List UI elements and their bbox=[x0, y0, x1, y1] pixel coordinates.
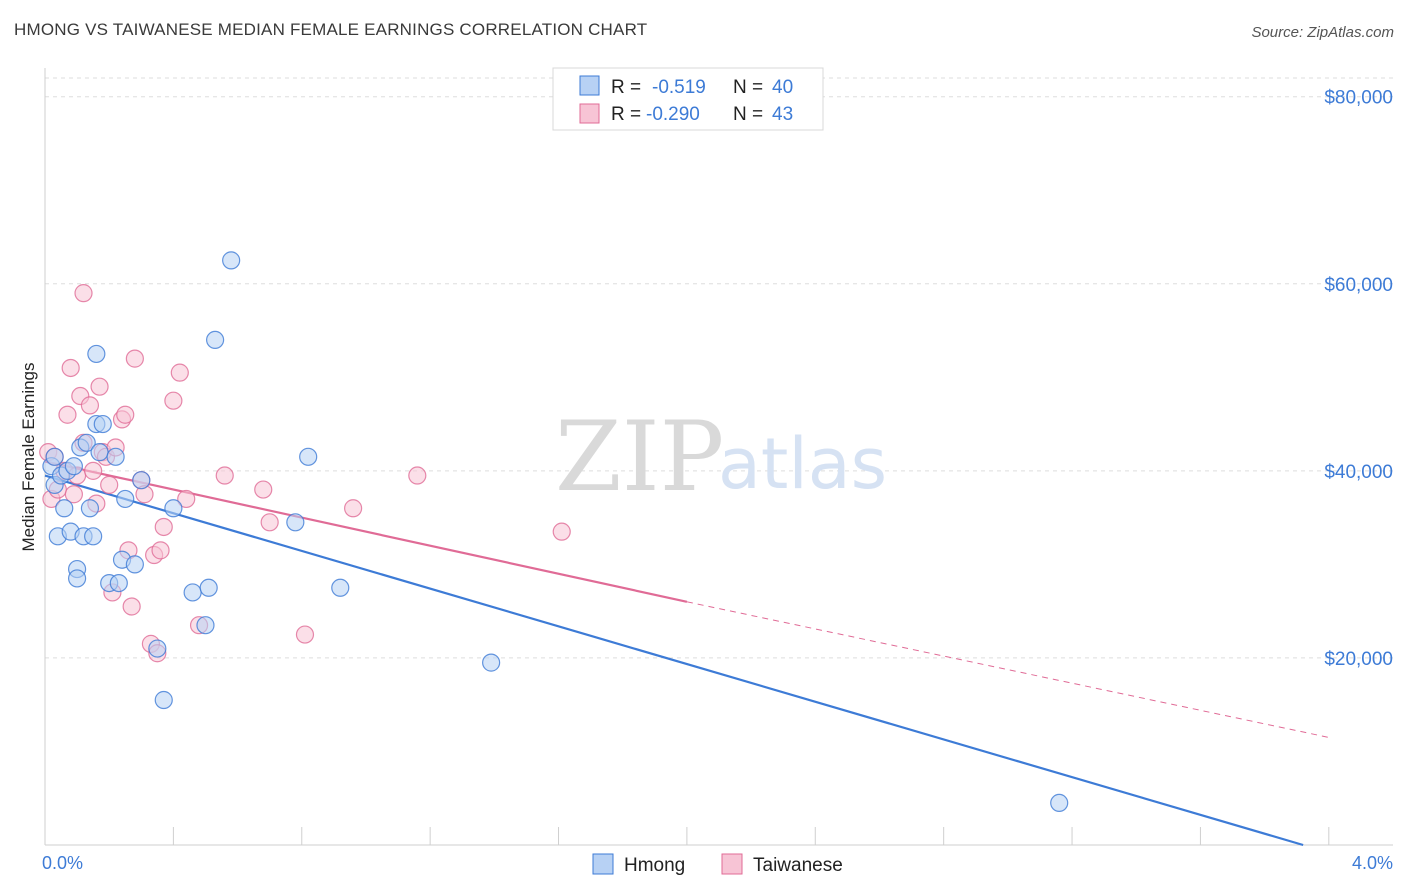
point-hmong bbox=[183, 583, 202, 602]
legend-r-value-taiwanese: -0.290 bbox=[646, 104, 700, 125]
point-taiwanese bbox=[254, 480, 273, 499]
point-hmong bbox=[206, 330, 225, 350]
point-hmong bbox=[196, 616, 215, 635]
series-legend-swatch-hmong bbox=[592, 853, 614, 875]
legend-swatch-hmong bbox=[579, 75, 600, 96]
legend-r-label-taiwanese: R = bbox=[611, 104, 641, 125]
point-hmong bbox=[299, 447, 318, 466]
point-taiwanese bbox=[90, 377, 109, 396]
point-hmong bbox=[80, 499, 100, 518]
point-taiwanese bbox=[215, 466, 234, 485]
y-tick-label: $40,000 bbox=[1324, 462, 1393, 483]
trend-line-taiwanese bbox=[44, 460, 688, 603]
tick-labels: $20,000 $40,000 $60,000 $80,000 0.0% 4.0% bbox=[42, 88, 1393, 873]
point-hmong bbox=[286, 513, 305, 532]
point-taiwanese bbox=[177, 489, 196, 509]
correlation-legend: R = -0.519 N = 40 R = -0.290 N = 43 bbox=[552, 67, 824, 131]
point-taiwanese bbox=[170, 363, 189, 382]
point-hmong bbox=[67, 569, 87, 588]
point-hmong bbox=[55, 499, 74, 518]
x-tick-label-end: 4.0% bbox=[1352, 853, 1393, 873]
point-hmong bbox=[116, 489, 135, 509]
point-hmong bbox=[106, 447, 125, 466]
point-hmong bbox=[109, 573, 128, 593]
data-points bbox=[39, 251, 1069, 813]
point-taiwanese bbox=[80, 396, 100, 415]
point-taiwanese bbox=[552, 522, 571, 541]
point-hmong bbox=[148, 639, 167, 658]
point-hmong bbox=[222, 251, 241, 270]
point-hmong bbox=[93, 414, 112, 434]
legend-n-label-hmong: N = bbox=[733, 77, 763, 98]
series-legend-label-taiwanese: Taiwanese bbox=[753, 855, 843, 876]
point-taiwanese bbox=[64, 485, 83, 504]
point-hmong bbox=[87, 344, 106, 364]
point-taiwanese bbox=[116, 405, 135, 424]
point-taiwanese bbox=[61, 358, 80, 378]
point-hmong bbox=[64, 457, 83, 476]
point-taiwanese bbox=[154, 517, 173, 537]
y-tick-label: $80,000 bbox=[1324, 88, 1393, 109]
y-axis-label: Median Female Earnings bbox=[19, 363, 38, 552]
point-hmong bbox=[84, 527, 103, 546]
point-taiwanese bbox=[58, 405, 77, 424]
point-hmong bbox=[77, 433, 96, 452]
series-legend: Hmong Taiwanese bbox=[592, 853, 843, 876]
point-hmong bbox=[482, 653, 501, 672]
point-taiwanese bbox=[295, 625, 315, 644]
trend-line-hmong bbox=[44, 474, 1304, 847]
point-taiwanese bbox=[84, 461, 103, 480]
chart-title: HMONG VS TAIWANESE MEDIAN FEMALE EARNING… bbox=[14, 20, 648, 39]
point-hmong bbox=[331, 578, 350, 597]
legend-r-label-hmong: R = bbox=[611, 77, 641, 98]
point-taiwanese bbox=[344, 499, 363, 518]
point-hmong bbox=[132, 471, 151, 490]
point-hmong bbox=[1050, 793, 1069, 813]
series-legend-label-hmong: Hmong bbox=[624, 855, 685, 876]
trend-line-extension-taiwanese bbox=[686, 601, 1329, 738]
watermark: ZIP atlas bbox=[555, 401, 887, 513]
grid-lines bbox=[45, 77, 1393, 659]
legend-n-label-taiwanese: N = bbox=[733, 104, 763, 125]
point-taiwanese bbox=[164, 391, 183, 410]
point-taiwanese bbox=[100, 475, 119, 494]
point-hmong bbox=[90, 443, 109, 462]
point-hmong bbox=[164, 499, 183, 518]
source-label: Source: ZipAtlas.com bbox=[1251, 24, 1394, 41]
legend-n-value-hmong: 40 bbox=[772, 77, 793, 98]
point-taiwanese bbox=[74, 284, 93, 303]
point-hmong bbox=[45, 447, 64, 466]
point-taiwanese bbox=[151, 541, 170, 560]
point-hmong bbox=[125, 555, 144, 574]
trend-lines bbox=[44, 460, 1329, 847]
point-hmong bbox=[154, 690, 173, 710]
watermark-zip: ZIP bbox=[555, 401, 724, 513]
legend-n-value-taiwanese: 43 bbox=[772, 104, 793, 125]
point-hmong bbox=[199, 578, 218, 597]
legend-r-value-hmong: -0.519 bbox=[652, 77, 706, 98]
watermark-atlas: atlas bbox=[718, 423, 887, 505]
point-taiwanese bbox=[260, 513, 279, 532]
y-tick-label: $20,000 bbox=[1324, 649, 1393, 670]
series-legend-swatch-taiwanese bbox=[721, 853, 743, 875]
point-taiwanese bbox=[122, 597, 141, 616]
legend-swatch-taiwanese bbox=[579, 103, 600, 124]
point-taiwanese bbox=[408, 466, 427, 485]
y-tick-label: $60,000 bbox=[1324, 275, 1393, 296]
point-taiwanese bbox=[125, 349, 144, 368]
x-tick-label-start: 0.0% bbox=[42, 853, 83, 873]
